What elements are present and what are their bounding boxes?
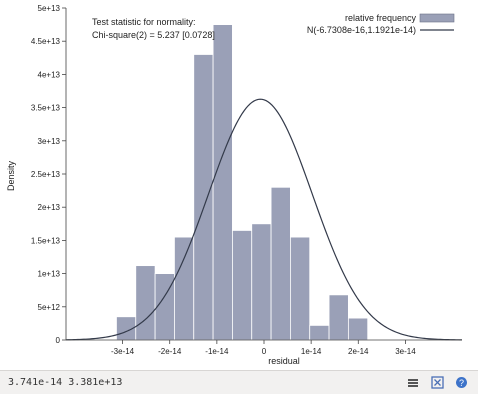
y-tick-label: 0 [56, 336, 61, 345]
histogram-bar-5 [212, 24, 233, 341]
histogram-bar-4 [193, 54, 214, 341]
y-tick-label: 4.5e+13 [31, 37, 61, 46]
histogram-bar-10 [309, 324, 330, 341]
legend: relative frequency N(-6.7308e-16,1.1921e… [307, 13, 455, 35]
menu-icon[interactable] [406, 376, 420, 390]
x-axis-label: residual [268, 356, 300, 366]
y-tick-label: 1e+13 [38, 270, 61, 279]
y-tick-label: 3.5e+13 [31, 104, 61, 113]
bars-layer [116, 24, 369, 341]
cursor-coordinates: 3.741e-14 3.381e+13 [8, 377, 123, 388]
annotation-line-1: Test statistic for normality: [92, 17, 196, 27]
y-tick-label: 1.5e+13 [31, 236, 61, 245]
histogram-bar-7 [251, 223, 272, 341]
histogram-bar-3 [174, 236, 195, 341]
y-axis-label: Density [6, 160, 16, 191]
y-tick-label: 5e+12 [38, 303, 61, 312]
x-tick-label: 1e-14 [301, 347, 322, 356]
histogram-bar-6 [232, 230, 253, 341]
x-tick-label: 2e-14 [348, 347, 369, 356]
y-tick-label: 4e+13 [38, 70, 61, 79]
histogram-bar-9 [289, 236, 311, 341]
histogram-chart: -3e-14 -2e-14 -1e-14 0 1e-14 2e-14 3e-14 0 5e+12… [6, 4, 463, 366]
histogram-bar-8 [270, 186, 291, 341]
status-bar: 3.741e-14 3.381e+13 ? [0, 370, 478, 394]
y-tick-label: 3e+13 [38, 137, 61, 146]
x-tick-label: 3e-14 [395, 347, 416, 356]
histogram-bar-1 [135, 265, 156, 341]
zoom-icon[interactable] [430, 376, 444, 390]
help-icon[interactable]: ? [454, 376, 468, 390]
y-tick-label: 2e+13 [38, 203, 61, 212]
annotation-line-2: Chi-square(2) = 5.237 [0.0728] [92, 30, 215, 40]
legend-label-normal: N(-6.7308e-16,1.1921e-14) [307, 25, 416, 35]
svg-text:?: ? [458, 378, 463, 388]
legend-swatch-histogram [419, 13, 455, 23]
x-tick-label: -3e-14 [111, 347, 135, 356]
histogram-bar-11 [328, 294, 349, 341]
y-tick-label: 2.5e+13 [31, 170, 61, 179]
normal-density-curve [65, 98, 463, 341]
y-tick-label: 5e+13 [38, 4, 61, 13]
x-tick-label: -1e-14 [205, 347, 229, 356]
histogram-bar-12 [347, 317, 369, 341]
x-tick-label: 0 [262, 347, 267, 356]
x-tick-label: -2e-14 [158, 347, 182, 356]
axes-layer: -3e-14 -2e-14 -1e-14 0 1e-14 2e-14 3e-14 0 5e+12… [31, 4, 462, 356]
legend-label-histogram: relative frequency [345, 13, 417, 23]
